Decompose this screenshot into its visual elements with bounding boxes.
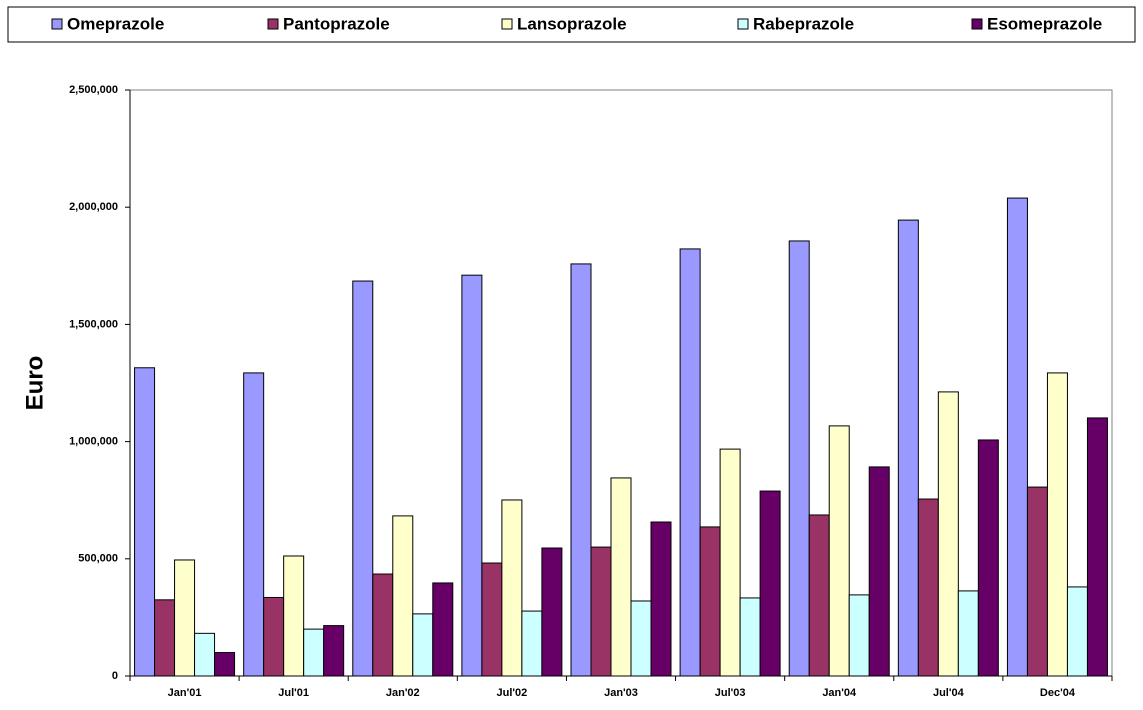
legend-swatch	[737, 18, 749, 30]
x-tick-label: Jan'02	[386, 687, 420, 699]
bar	[134, 367, 156, 677]
bar	[263, 596, 285, 677]
legend-swatch	[971, 18, 983, 30]
bar	[1026, 486, 1048, 677]
bar	[323, 625, 345, 677]
x-tick-label: Jan'04	[822, 687, 857, 699]
bar	[957, 590, 979, 677]
bar	[501, 499, 523, 677]
bar	[848, 594, 870, 677]
y-tick-label: 1,000,000	[69, 436, 118, 448]
x-tick-label: Jan'03	[604, 687, 638, 699]
bar	[392, 515, 414, 677]
y-tick-label: 1,500,000	[69, 318, 118, 330]
legend-swatch	[501, 18, 513, 30]
bar	[630, 600, 652, 677]
bar	[828, 425, 850, 677]
bar	[521, 610, 543, 677]
bar	[897, 219, 919, 677]
x-tick-label: Jul'01	[278, 687, 309, 699]
bar	[679, 248, 701, 677]
bar	[759, 490, 781, 677]
bar	[154, 599, 176, 677]
bar	[590, 546, 612, 677]
bar	[1046, 372, 1068, 677]
bar	[214, 652, 236, 677]
legend-label: Omeprazole	[67, 14, 164, 33]
legend-label: Pantoprazole	[283, 14, 390, 33]
x-tick-label: Jul'02	[497, 687, 528, 699]
bar	[283, 555, 305, 677]
legend-label: Esomeprazole	[987, 14, 1102, 33]
bar	[808, 514, 830, 677]
legend-label: Lansoprazole	[517, 14, 627, 33]
bar	[174, 559, 196, 677]
x-tick-label: Jan'01	[168, 687, 202, 699]
bar	[610, 477, 632, 677]
bar	[412, 613, 434, 677]
legend-box	[7, 6, 1136, 43]
bar	[650, 521, 672, 677]
bar	[432, 582, 454, 677]
bar	[541, 547, 563, 677]
bar	[303, 628, 325, 677]
x-tick-label: Dec'04	[1040, 687, 1076, 699]
y-axis-label: Euro	[21, 356, 48, 411]
bar	[243, 372, 265, 677]
bar	[1006, 197, 1028, 677]
x-tick-label: Jul'03	[715, 687, 746, 699]
bar	[917, 498, 939, 677]
bar	[570, 263, 592, 677]
y-tick-label: 0	[112, 670, 118, 682]
legend-label: Rabeprazole	[753, 14, 854, 33]
legend-swatch	[51, 18, 63, 30]
bar	[461, 274, 483, 677]
bar	[788, 240, 810, 677]
bar	[719, 448, 741, 677]
y-tick-label: 2,500,000	[69, 84, 118, 96]
legend-swatch	[267, 18, 279, 30]
bar	[868, 466, 890, 677]
bar	[937, 391, 959, 677]
bar	[1066, 586, 1088, 677]
bar	[739, 597, 761, 677]
bar	[352, 280, 374, 677]
bar	[194, 632, 216, 677]
bar	[1086, 417, 1108, 677]
x-tick-label: Jul'04	[933, 687, 965, 699]
bar	[372, 573, 394, 677]
y-tick-label: 2,000,000	[69, 201, 118, 213]
bar	[481, 562, 503, 677]
y-tick-label: 500,000	[78, 553, 118, 565]
bar	[977, 439, 999, 677]
bar	[699, 526, 721, 677]
